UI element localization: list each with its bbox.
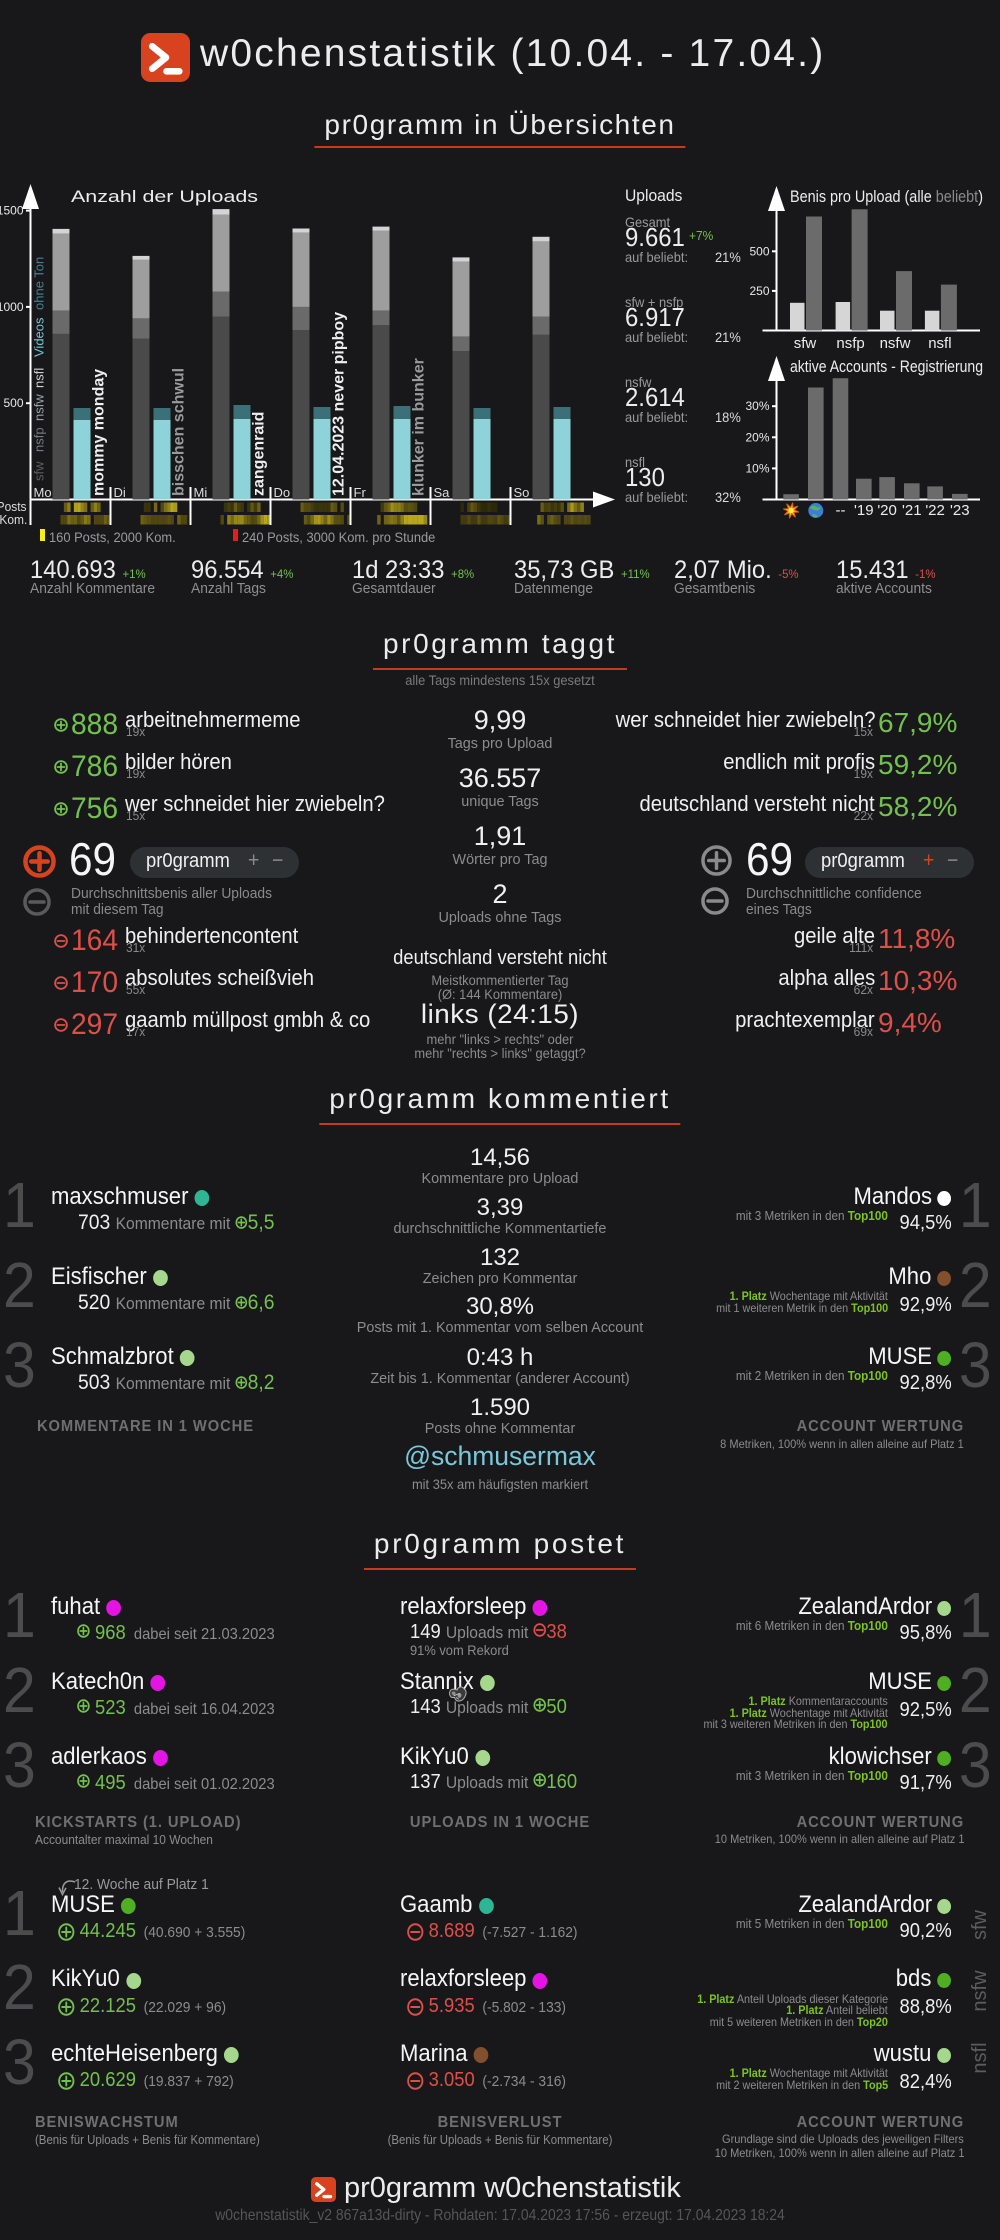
svg-text:'22: '22 — [925, 502, 945, 519]
svg-text:Do: Do — [274, 485, 291, 500]
svg-text:klunker im bunker: klunker im bunker — [411, 358, 428, 496]
svg-text:--: -- — [836, 502, 846, 519]
svg-text:'23: '23 — [950, 502, 970, 519]
svg-text:Fr: Fr — [354, 485, 367, 500]
svg-text:'19: '19 — [854, 502, 874, 519]
svg-text:bisschen schwul: bisschen schwul — [171, 368, 188, 496]
svg-text:12.04.2023 never pipboy: 12.04.2023 never pipboy — [331, 312, 348, 496]
svg-text:Benis pro Upload (alle beliebt: Benis pro Upload (alle beliebt) — [790, 187, 983, 206]
svg-text:nsfl: nsfl — [928, 335, 951, 352]
svg-text:20%: 20% — [745, 430, 769, 444]
svg-text:mommy monday: mommy monday — [91, 369, 108, 496]
svg-text:Sa: Sa — [434, 485, 451, 500]
svg-text:sfw: sfw — [32, 461, 47, 481]
svg-text:Anzahl der Uploads: Anzahl der Uploads — [71, 187, 258, 206]
svg-text:nsfw: nsfw — [32, 394, 47, 421]
svg-text:nsfp: nsfp — [32, 427, 47, 452]
svg-text:1500: 1500 — [0, 204, 24, 218]
svg-text:1000: 1000 — [0, 300, 24, 314]
svg-text:'20: '20 — [877, 502, 897, 519]
svg-text:aktive Accounts - Registrierun: aktive Accounts - Registrierung — [790, 357, 983, 376]
svg-text:nsfw: nsfw — [880, 335, 911, 352]
svg-text:'21: '21 — [902, 502, 922, 519]
svg-text:Videos: Videos — [32, 317, 47, 357]
svg-text:250: 250 — [749, 284, 769, 298]
svg-text:500: 500 — [3, 396, 23, 410]
svg-text:zangenraid: zangenraid — [251, 412, 268, 496]
svg-text:ohne Ton: ohne Ton — [32, 257, 47, 310]
svg-text:So: So — [514, 485, 530, 500]
svg-text:500: 500 — [749, 244, 769, 258]
svg-text:sfw: sfw — [794, 335, 817, 352]
svg-text:Mo: Mo — [34, 485, 52, 500]
svg-text:Mi: Mi — [194, 485, 208, 500]
svg-text:10%: 10% — [745, 461, 769, 475]
svg-text:nsfl: nsfl — [32, 368, 47, 388]
svg-text:30%: 30% — [745, 399, 769, 413]
svg-text:Di: Di — [114, 485, 126, 500]
svg-text:nsfp: nsfp — [836, 335, 864, 352]
